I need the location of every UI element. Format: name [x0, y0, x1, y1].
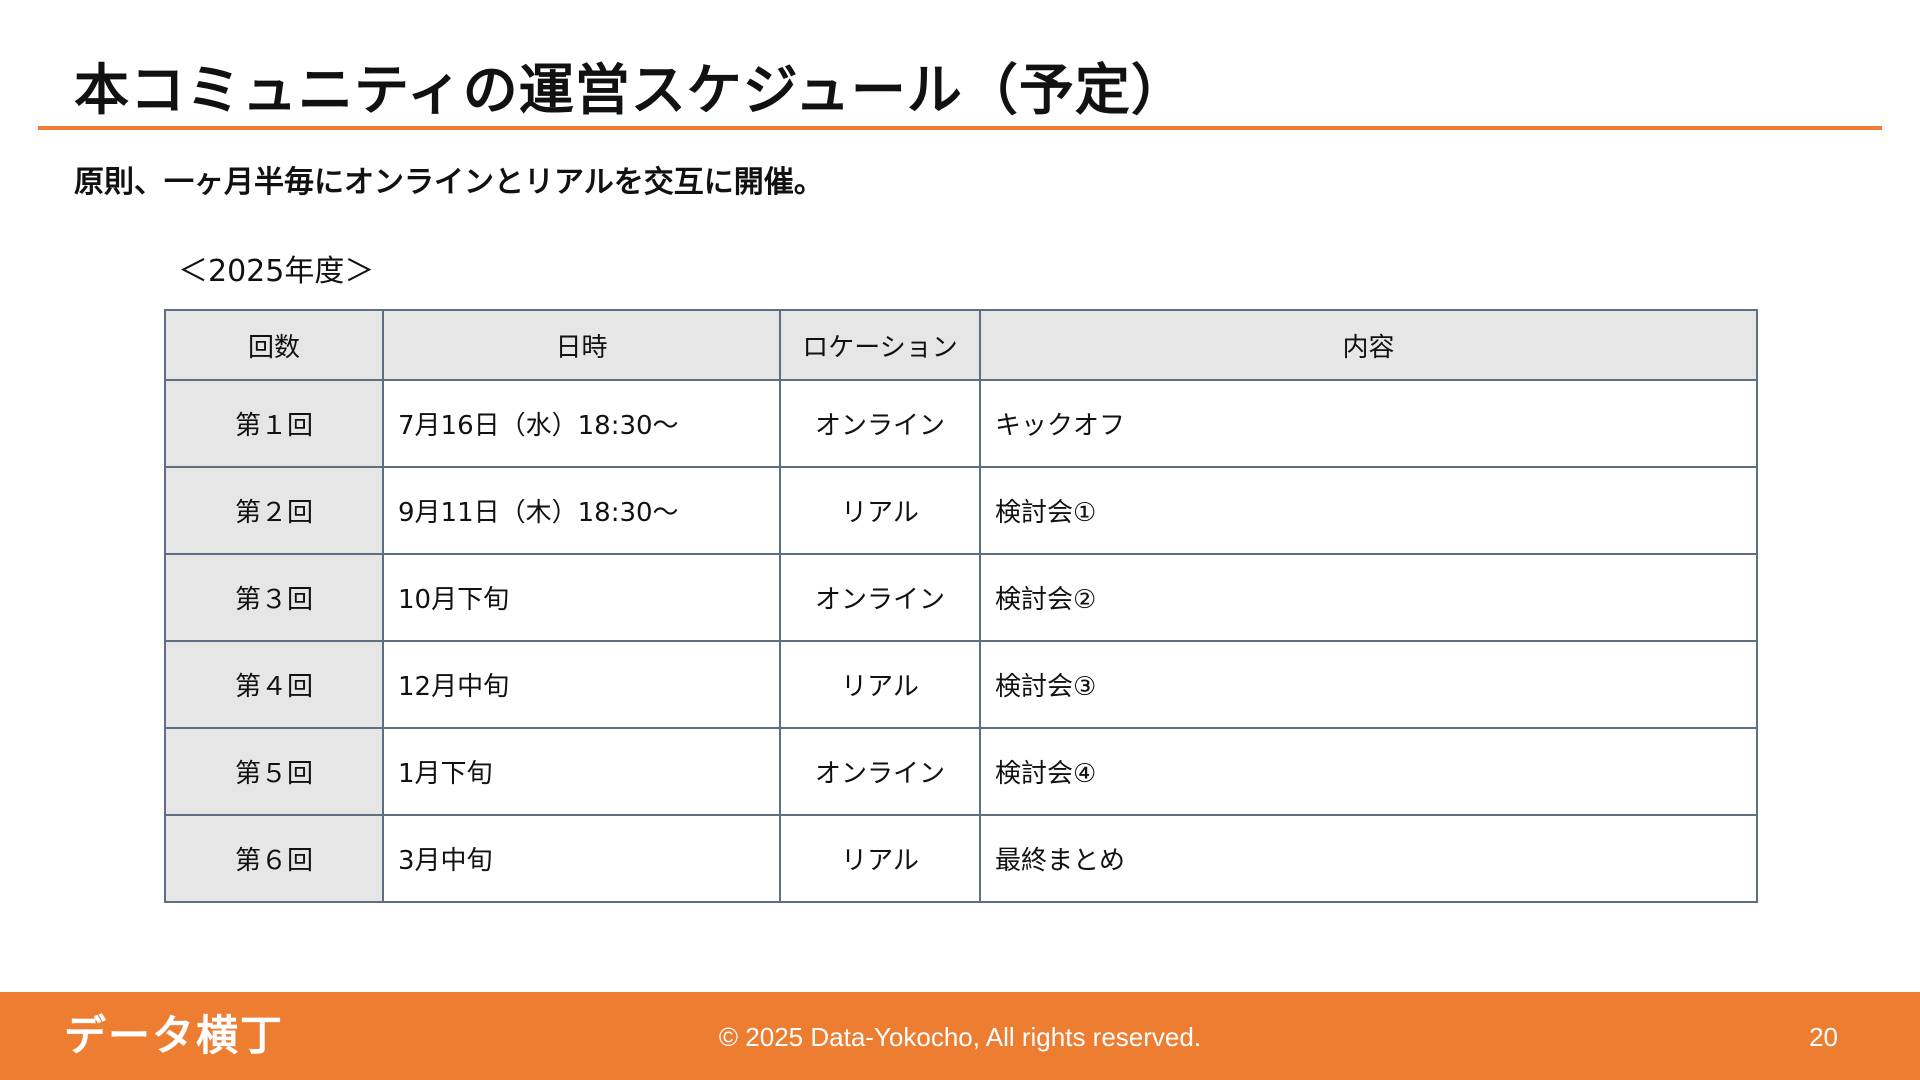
cell-content: 検討会③ — [979, 640, 1758, 729]
cell-location: リアル — [779, 466, 981, 555]
table-row: 第２回 9月11日（木）18:30〜 リアル 検討会① — [164, 466, 1758, 555]
cell-location: リアル — [779, 640, 981, 729]
header-datetime: 日時 — [382, 309, 781, 381]
slide-title: 本コミュニティの運営スケジュール（予定） — [74, 58, 1187, 122]
brand-logo: データ横丁 — [64, 1011, 285, 1060]
page-number: 20 — [1809, 1022, 1838, 1052]
schedule-table: 回数 日時 ロケーション 内容 第１回 7月16日（水）18:30〜 オンライン… — [164, 309, 1758, 903]
cell-round: 第６回 — [164, 814, 384, 903]
table-row: 第５回 1月下旬 オンライン 検討会④ — [164, 727, 1758, 816]
cell-location: リアル — [779, 814, 981, 903]
cell-content: 検討会④ — [979, 727, 1758, 816]
table-row: 第３回 10月下旬 オンライン 検討会② — [164, 553, 1758, 642]
slide-subtitle: 原則、一ヶ月半毎にオンラインとリアルを交互に開催。 — [74, 165, 824, 200]
cell-content: キックオフ — [979, 379, 1758, 468]
header-content: 内容 — [979, 309, 1758, 381]
footer-bar: データ横丁 © 2025 Data-Yokocho, All rights re… — [0, 992, 1920, 1080]
table-row: 第１回 7月16日（水）18:30〜 オンライン キックオフ — [164, 379, 1758, 468]
table-header-row: 回数 日時 ロケーション 内容 — [164, 309, 1758, 381]
cell-round: 第１回 — [164, 379, 384, 468]
cell-datetime: 9月11日（木）18:30〜 — [382, 466, 781, 555]
cell-location: オンライン — [779, 727, 981, 816]
cell-datetime: 1月下旬 — [382, 727, 781, 816]
cell-location: オンライン — [779, 553, 981, 642]
copyright-notice: © 2025 Data-Yokocho, All rights reserved… — [718, 1022, 1202, 1052]
cell-round: 第５回 — [164, 727, 384, 816]
cell-datetime: 10月下旬 — [382, 553, 781, 642]
table-row: 第４回 12月中旬 リアル 検討会③ — [164, 640, 1758, 729]
cell-round: 第３回 — [164, 553, 384, 642]
header-location: ロケーション — [779, 309, 981, 381]
cell-datetime: 3月中旬 — [382, 814, 781, 903]
header-round: 回数 — [164, 309, 384, 381]
cell-content: 検討会② — [979, 553, 1758, 642]
cell-datetime: 7月16日（水）18:30〜 — [382, 379, 781, 468]
cell-round: 第４回 — [164, 640, 384, 729]
title-divider — [38, 126, 1882, 130]
table-row: 第６回 3月中旬 リアル 最終まとめ — [164, 814, 1758, 903]
cell-datetime: 12月中旬 — [382, 640, 781, 729]
cell-content: 最終まとめ — [979, 814, 1758, 903]
cell-content: 検討会① — [979, 466, 1758, 555]
cell-round: 第２回 — [164, 466, 384, 555]
fiscal-year-label: ＜2025年度＞ — [178, 254, 375, 289]
cell-location: オンライン — [779, 379, 981, 468]
